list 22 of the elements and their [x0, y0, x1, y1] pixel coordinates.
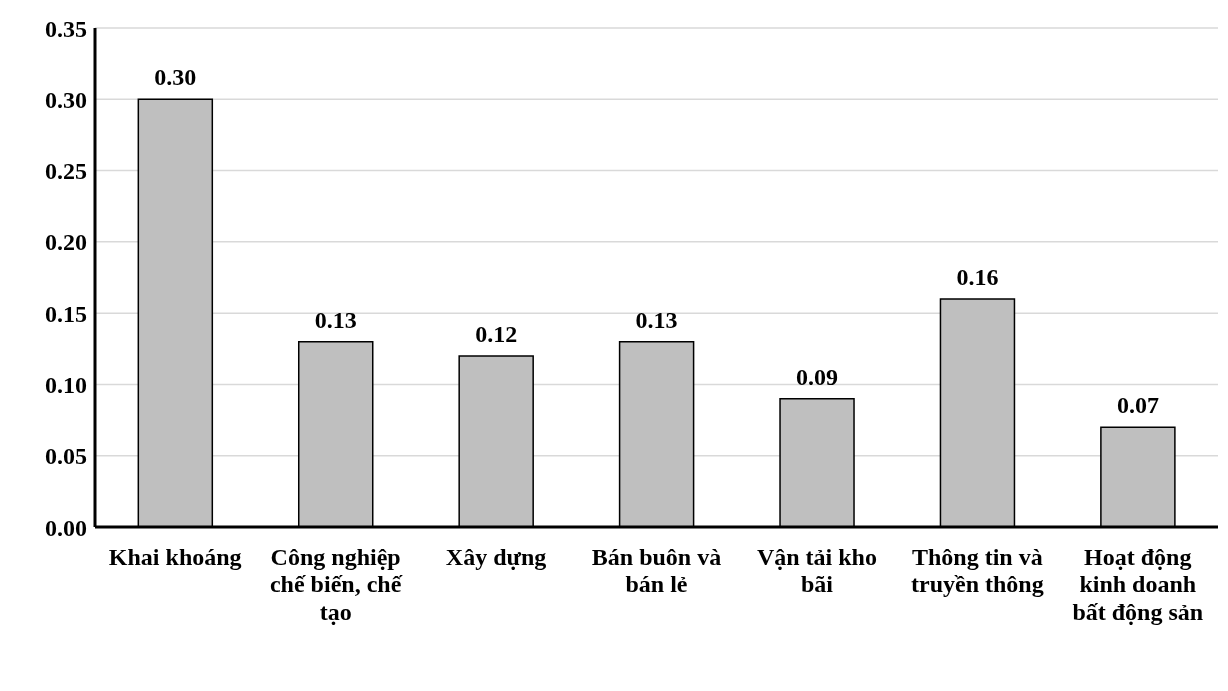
x-tick-label: Bán buôn và bán lẻ	[591, 543, 722, 598]
y-tick-label: 0.35	[45, 15, 87, 42]
x-tick-label: Hoạt động kinh doanh bất động sản	[1072, 543, 1204, 625]
data-label: 0.07	[1116, 392, 1159, 419]
data-label: 0.12	[475, 320, 518, 347]
y-tick-label: 0.05	[45, 443, 87, 470]
data-label: 0.13	[314, 306, 357, 333]
x-tick-label: Vận tải kho bãi	[756, 543, 877, 598]
x-tick-label: Xây dựng	[445, 543, 547, 570]
data-label: 0.16	[956, 263, 999, 290]
y-tick-label: 0.00	[45, 514, 87, 541]
y-tick-label: 0.30	[45, 86, 87, 113]
data-label: 0.30	[154, 64, 197, 91]
x-tick-label: Công nghiệp chế biến, chế tạo	[269, 543, 403, 625]
y-tick-label: 0.20	[45, 229, 87, 256]
x-tick-label: Thông tin và truyền thông	[911, 543, 1044, 598]
data-label: 0.13	[635, 306, 678, 333]
y-tick-label: 0.25	[45, 158, 87, 185]
y-tick-label: 0.15	[45, 300, 87, 327]
x-tick-label: Khai khoáng	[108, 543, 242, 570]
data-label: 0.09	[796, 363, 839, 390]
y-tick-label: 0.10	[45, 371, 87, 398]
